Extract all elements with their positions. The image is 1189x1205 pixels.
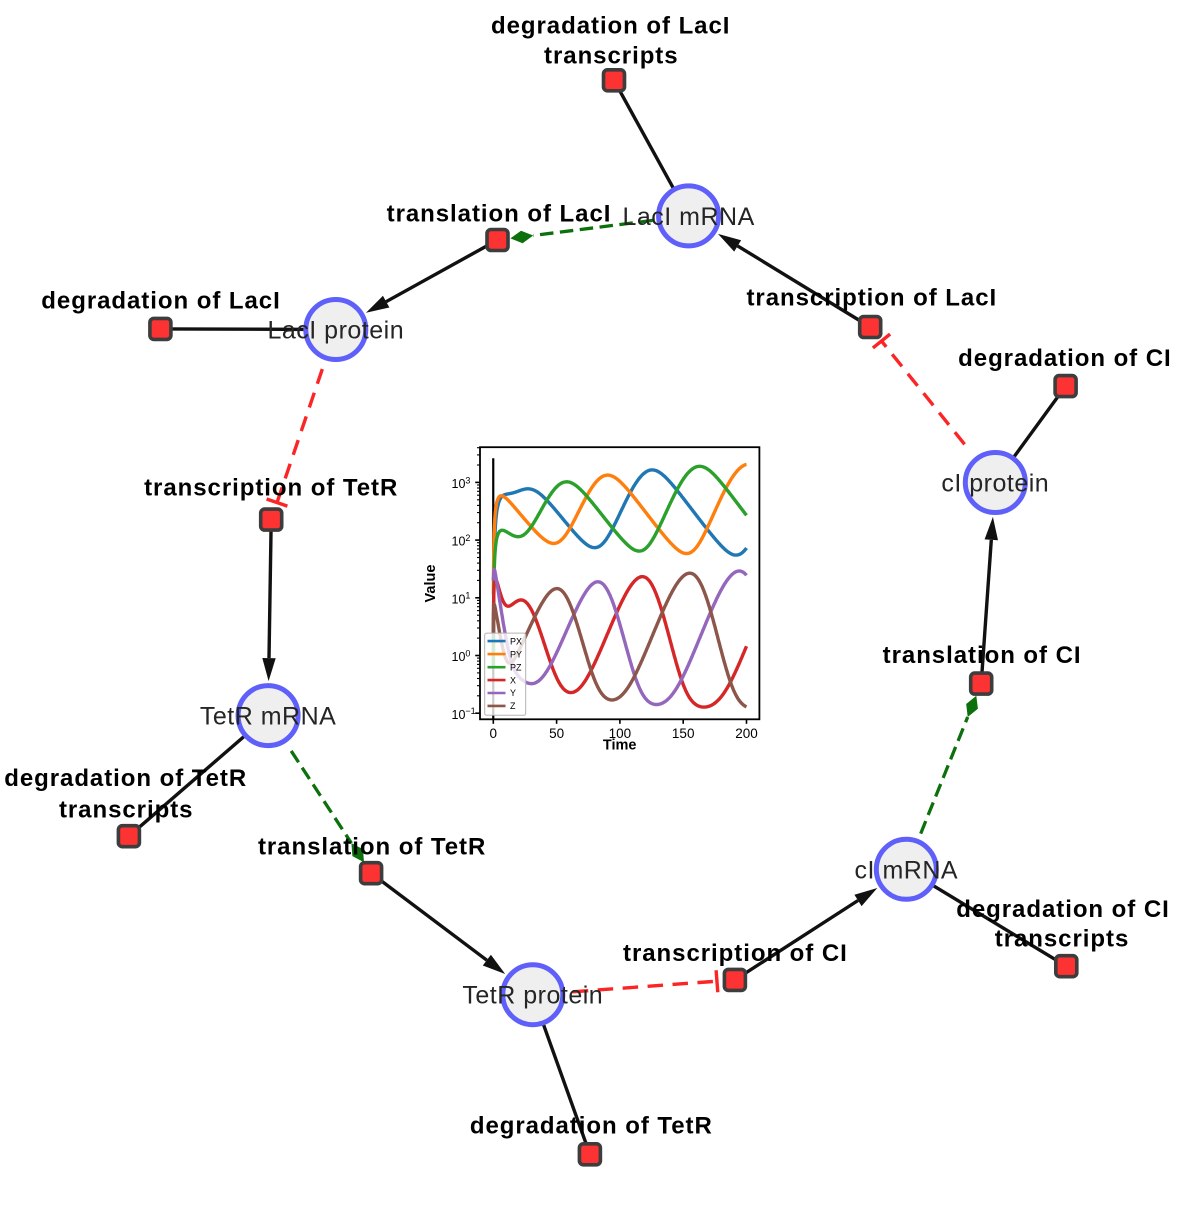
svg-text:degradation of CI: degradation of CI [958, 345, 1171, 372]
svg-text:cI protein: cI protein [941, 470, 1049, 498]
svg-text:transcripts: transcripts [544, 43, 679, 70]
svg-text:X: X [510, 675, 516, 685]
svg-text:transcription of TetR: transcription of TetR [144, 475, 398, 502]
svg-text:Y: Y [510, 688, 516, 698]
svg-text:translation of CI: translation of CI [883, 642, 1082, 669]
svg-text:translation of TetR: translation of TetR [258, 833, 486, 860]
svg-text:cI mRNA: cI mRNA [855, 856, 959, 884]
svg-text:PX: PX [510, 636, 522, 646]
svg-text:degradation of LacI: degradation of LacI [41, 287, 280, 314]
svg-text:degradation of TetR: degradation of TetR [4, 765, 247, 792]
svg-text:degradation of LacI: degradation of LacI [491, 13, 730, 40]
svg-text:transcripts: transcripts [995, 925, 1130, 952]
svg-text:PZ: PZ [510, 662, 522, 672]
svg-text:50: 50 [549, 726, 564, 741]
svg-text:transcription of CI: transcription of CI [623, 940, 848, 967]
svg-text:PY: PY [510, 649, 522, 659]
svg-text:0: 0 [490, 726, 498, 741]
svg-text:150: 150 [672, 726, 695, 741]
svg-text:200: 200 [735, 726, 758, 741]
svg-text:transcripts: transcripts [59, 796, 194, 823]
svg-text:LacI protein: LacI protein [267, 317, 404, 345]
svg-text:100: 100 [609, 726, 632, 741]
svg-text:degradation of TetR: degradation of TetR [470, 1112, 713, 1139]
svg-text:TetR protein: TetR protein [462, 982, 603, 1010]
svg-text:Z: Z [510, 701, 516, 711]
svg-text:Value: Value [423, 565, 439, 603]
svg-text:transcription of LacI: transcription of LacI [746, 285, 997, 312]
svg-text:degradation of CI: degradation of CI [956, 896, 1169, 923]
svg-text:LacI mRNA: LacI mRNA [622, 203, 754, 231]
svg-text:TetR mRNA: TetR mRNA [200, 703, 336, 731]
svg-text:translation of LacI: translation of LacI [387, 201, 612, 228]
svg-text:Time: Time [603, 738, 637, 754]
